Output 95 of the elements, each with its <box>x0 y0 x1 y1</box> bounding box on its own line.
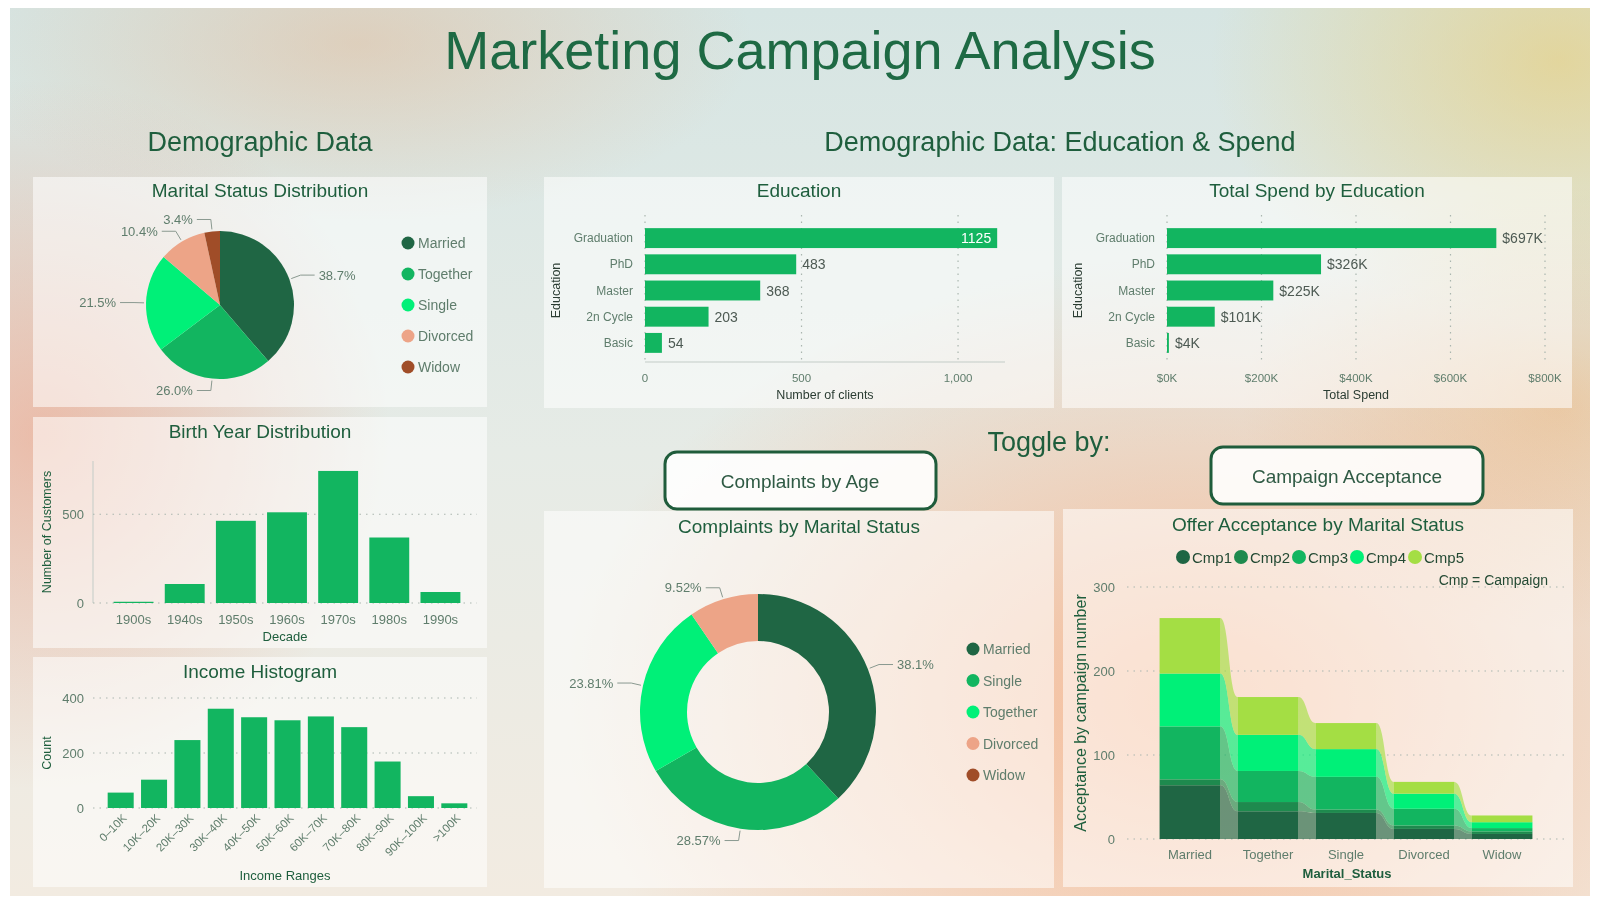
text: Complaints by Age <box>720 470 880 492</box>
x-tick-label: 500 <box>791 372 812 384</box>
x-tick-label: 1990s <box>422 611 459 627</box>
data-label: 21.5% <box>79 295 117 311</box>
x-axis-title: Income Ranges <box>239 867 332 883</box>
y-tick-label: 200 <box>1093 663 1115 679</box>
y-tick-label: Master <box>1118 283 1155 298</box>
y-axis-title: Number of Customers <box>40 470 54 594</box>
data-label: 368 <box>766 282 790 299</box>
x-tick-label: 1,000 <box>943 372 973 384</box>
y-tick-label: Basic <box>603 335 633 350</box>
y-tick-label: Graduation <box>1095 231 1155 246</box>
x-tick-label: Together <box>1242 846 1294 862</box>
data-label: $101K <box>1220 308 1262 325</box>
text: Marketing Campaign Analysis <box>444 20 1156 80</box>
y-tick-label: 0 <box>76 800 84 816</box>
y-axis-title: Count <box>40 735 54 770</box>
x-axis-title: Number of clients <box>776 388 874 402</box>
y-tick-label: PhD <box>609 257 634 272</box>
legend-label: Divorced <box>418 328 474 344</box>
legend-label: Single <box>983 672 1023 689</box>
legend-label: Single <box>418 297 458 313</box>
data-label: 26.0% <box>155 383 194 399</box>
x-tick-label: $800K <box>1528 372 1562 384</box>
data-label: 38.7% <box>318 267 356 283</box>
chart-title: Complaints by Marital Status <box>678 515 920 537</box>
x-tick-label: 1900s <box>115 611 152 627</box>
x-tick-label: $200K <box>1244 372 1279 384</box>
y-tick-label: 500 <box>62 506 84 522</box>
y-tick-label: Basic <box>1125 335 1155 350</box>
data-label: 3.4% <box>163 211 194 227</box>
chart-title: Offer Acceptance by Marital Status <box>1171 513 1465 535</box>
y-tick-label: PhD <box>1131 257 1156 272</box>
y-axis-title: Education <box>1071 262 1085 319</box>
legend-label: Married <box>983 641 1031 657</box>
y-tick-label: 2n Cycle <box>1108 309 1156 324</box>
annotation: Cmp = Campaign <box>1438 572 1548 588</box>
y-tick-label: 0 <box>76 595 84 611</box>
x-axis-title: Decade <box>262 628 308 644</box>
y-tick-label: 400 <box>62 690 84 706</box>
legend-label: Together <box>983 704 1038 720</box>
x-tick-label: Widow <box>1482 846 1523 862</box>
y-tick-label: Master <box>596 283 633 298</box>
y-tick-label: Graduation <box>573 231 633 246</box>
data-label: 28.57% <box>676 833 722 849</box>
x-tick-label: 0 <box>641 372 649 384</box>
legend-label: Cmp5 <box>1424 548 1465 566</box>
x-tick-label: $600K <box>1433 372 1468 384</box>
data-label: 23.81% <box>569 675 614 691</box>
chart-title: Income Histogram <box>182 660 338 682</box>
legend-label: Cmp2 <box>1250 548 1291 566</box>
legend-label: Widow <box>983 767 1026 783</box>
x-tick-label: 1960s <box>269 611 306 627</box>
y-tick-label: 200 <box>62 745 84 761</box>
y-axis-title: Education <box>549 262 563 319</box>
x-tick-label: Divorced <box>1398 846 1450 862</box>
text: Demographic Data <box>147 127 374 157</box>
x-tick-label: Single <box>1327 846 1365 862</box>
legend-label: Cmp4 <box>1366 548 1407 566</box>
x-axis-title: Total Spend <box>1322 388 1390 402</box>
y-tick-label: 300 <box>1093 579 1115 595</box>
x-tick-label: 1950s <box>218 611 255 627</box>
y-tick-label: 100 <box>1093 747 1115 763</box>
legend-label: Cmp3 <box>1308 548 1349 566</box>
chart-title: Education <box>756 179 842 201</box>
data-label: 54 <box>667 334 684 351</box>
x-tick-label: 1940s <box>167 611 203 627</box>
data-label: 203 <box>714 308 739 325</box>
x-axis-title: Marital_Status <box>1302 865 1392 881</box>
chart-title: Total Spend by Education <box>1209 179 1425 201</box>
data-label: $225K <box>1279 282 1321 299</box>
x-tick-label: 1980s <box>371 611 408 627</box>
y-axis-title: Acceptance by campaign number <box>1071 593 1089 832</box>
legend-label: Divorced <box>983 735 1039 752</box>
data-label: 9.52% <box>664 580 703 596</box>
data-label: 1125 <box>961 230 992 247</box>
legend-label: Together <box>418 266 473 282</box>
y-tick-label: 2n Cycle <box>586 309 634 324</box>
data-label: $326K <box>1327 256 1369 273</box>
chart-title: Birth Year Distribution <box>168 420 352 442</box>
text: Demographic Data: Education & Spend <box>824 127 1296 157</box>
chart-title: Marital Status Distribution <box>151 179 369 201</box>
x-tick-label: 1970s <box>320 611 357 627</box>
data-label: 38.1% <box>897 657 935 673</box>
text: Toggle by: <box>987 427 1111 457</box>
data-label: $4K <box>1174 334 1201 351</box>
legend-label: Married <box>418 235 466 251</box>
data-label: 10.4% <box>120 223 159 239</box>
text: Campaign Acceptance <box>1251 465 1443 487</box>
x-tick-label: Married <box>1167 846 1213 862</box>
data-label: 483 <box>802 256 826 273</box>
data-label: $697K <box>1502 230 1544 247</box>
x-tick-label: $0K <box>1156 372 1178 384</box>
legend-label: Cmp1 <box>1192 548 1233 566</box>
x-tick-label: $400K <box>1339 372 1373 384</box>
